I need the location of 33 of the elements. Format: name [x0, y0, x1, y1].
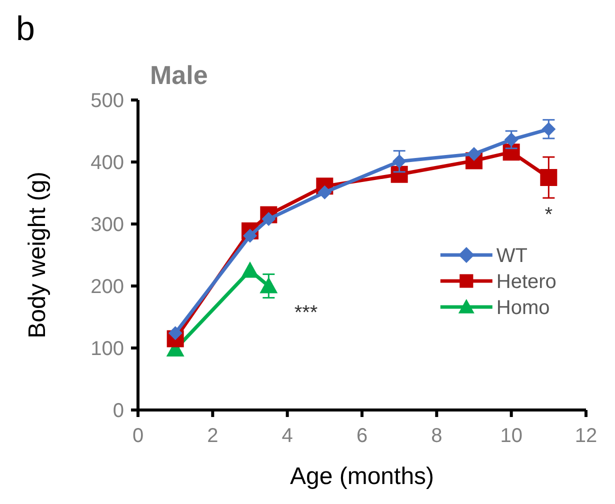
text: b [16, 10, 35, 48]
x-tick-label: 4 [282, 425, 293, 447]
y-axis-title: Body weight (g) [24, 172, 51, 338]
point [504, 132, 518, 147]
legend-label: Homo [496, 297, 550, 319]
x-axis-title: Age (months) [290, 463, 434, 490]
annotation: *** [294, 302, 318, 324]
x-tick-label: 0 [132, 425, 144, 447]
point [540, 169, 558, 186]
y-tick-label: 500 [90, 90, 124, 112]
point [241, 262, 259, 278]
y-tick-label: 300 [90, 214, 124, 236]
x-tick-label: 2 [207, 425, 218, 447]
y-tick-label: 400 [90, 152, 124, 174]
legend-label: Hetero [496, 271, 556, 293]
x-tick-label: 10 [500, 425, 522, 447]
y-tick-label: 0 [112, 400, 124, 422]
point [262, 212, 276, 226]
x-tick-label: 12 [574, 425, 598, 447]
chart-title: Male [150, 60, 208, 90]
legend-label: WT [496, 245, 528, 267]
point [392, 154, 406, 168]
x-tick-label: 6 [356, 425, 368, 447]
point [318, 185, 332, 200]
point [243, 228, 257, 243]
y-tick-label: 100 [90, 338, 124, 360]
annotation: * [544, 204, 553, 226]
point [168, 326, 182, 340]
point [467, 146, 481, 161]
y-tick-label: 200 [90, 276, 124, 298]
point [260, 277, 278, 294]
point [542, 122, 556, 136]
x-tick-label: 8 [431, 425, 442, 447]
